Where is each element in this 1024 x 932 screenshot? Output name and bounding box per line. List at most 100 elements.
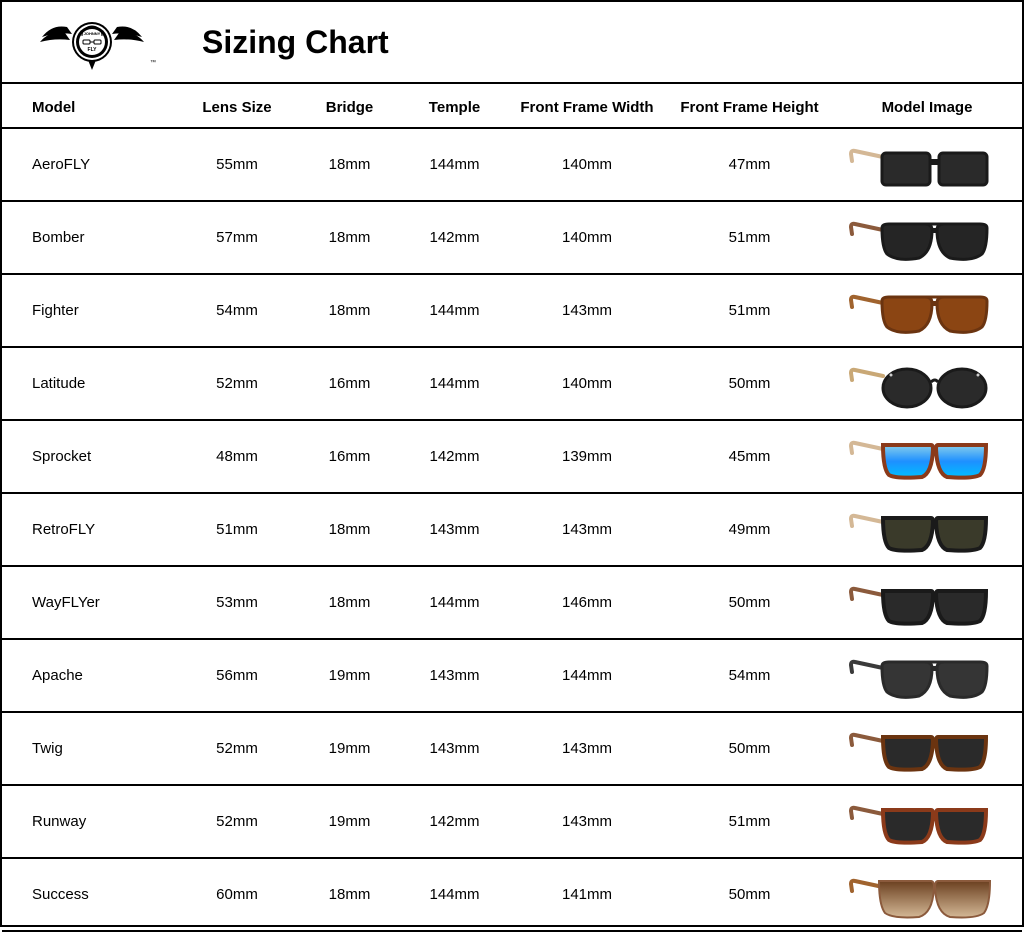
cell-temple: 144mm <box>402 347 507 420</box>
table-row: Success60mm18mm144mm141mm50mm <box>2 858 1022 931</box>
cell-front-frame-width: 143mm <box>507 712 667 785</box>
table-header-row: Model Lens Size Bridge Temple Front Fram… <box>2 84 1022 128</box>
table-row: WayFLYer53mm18mm144mm146mm50mm <box>2 566 1022 639</box>
table-row: Twig52mm19mm143mm143mm50mm <box>2 712 1022 785</box>
cell-lens-size: 56mm <box>177 639 297 712</box>
cell-bridge: 18mm <box>297 274 402 347</box>
cell-model-image <box>832 785 1022 858</box>
cell-temple: 144mm <box>402 274 507 347</box>
header: JOHNNY FLY ™ Sizing Chart <box>2 2 1022 84</box>
cell-model-image <box>832 128 1022 201</box>
cell-front-frame-height: 50mm <box>667 858 832 931</box>
cell-model: Success <box>2 858 177 931</box>
cell-front-frame-width: 141mm <box>507 858 667 931</box>
table-row: RetroFLY51mm18mm143mm143mm49mm <box>2 493 1022 566</box>
col-front-frame-height: Front Frame Height <box>667 84 832 128</box>
cell-bridge: 18mm <box>297 201 402 274</box>
cell-bridge: 18mm <box>297 858 402 931</box>
sunglasses-icon <box>836 644 1018 707</box>
svg-text:FLY: FLY <box>88 47 98 53</box>
cell-front-frame-height: 50mm <box>667 712 832 785</box>
sunglasses-icon <box>836 571 1018 634</box>
col-lens-size: Lens Size <box>177 84 297 128</box>
cell-temple: 142mm <box>402 420 507 493</box>
table-row: Sprocket48mm16mm142mm139mm45mm <box>2 420 1022 493</box>
cell-model: Sprocket <box>2 420 177 493</box>
cell-front-frame-width: 144mm <box>507 639 667 712</box>
cell-front-frame-height: 50mm <box>667 347 832 420</box>
cell-temple: 143mm <box>402 712 507 785</box>
sunglasses-icon <box>836 352 1018 415</box>
cell-temple: 144mm <box>402 566 507 639</box>
cell-bridge: 16mm <box>297 420 402 493</box>
cell-model-image <box>832 639 1022 712</box>
table-row: Latitude52mm16mm144mm140mm50mm <box>2 347 1022 420</box>
cell-bridge: 19mm <box>297 785 402 858</box>
cell-model-image <box>832 493 1022 566</box>
cell-front-frame-height: 51mm <box>667 201 832 274</box>
brand-logo: JOHNNY FLY ™ <box>22 10 162 75</box>
cell-front-frame-height: 51mm <box>667 785 832 858</box>
cell-front-frame-height: 51mm <box>667 274 832 347</box>
svg-text:JOHNNY: JOHNNY <box>84 31 101 36</box>
cell-front-frame-width: 143mm <box>507 785 667 858</box>
cell-model-image <box>832 201 1022 274</box>
cell-front-frame-width: 140mm <box>507 201 667 274</box>
cell-model: Latitude <box>2 347 177 420</box>
cell-bridge: 18mm <box>297 128 402 201</box>
cell-model: Apache <box>2 639 177 712</box>
cell-model: Fighter <box>2 274 177 347</box>
cell-lens-size: 55mm <box>177 128 297 201</box>
cell-model: WayFLYer <box>2 566 177 639</box>
cell-front-frame-width: 146mm <box>507 566 667 639</box>
sizing-table: Model Lens Size Bridge Temple Front Fram… <box>2 84 1022 932</box>
cell-front-frame-height: 49mm <box>667 493 832 566</box>
sizing-chart-container: JOHNNY FLY ™ Sizing Chart Model Lens Siz… <box>0 0 1024 927</box>
cell-bridge: 16mm <box>297 347 402 420</box>
cell-lens-size: 48mm <box>177 420 297 493</box>
col-bridge: Bridge <box>297 84 402 128</box>
svg-text:™: ™ <box>150 59 156 66</box>
cell-lens-size: 54mm <box>177 274 297 347</box>
cell-bridge: 19mm <box>297 639 402 712</box>
cell-model-image <box>832 566 1022 639</box>
sunglasses-icon <box>836 425 1018 488</box>
table-row: AeroFLY55mm18mm144mm140mm47mm <box>2 128 1022 201</box>
cell-model-image <box>832 712 1022 785</box>
sunglasses-icon <box>836 498 1018 561</box>
cell-model: Twig <box>2 712 177 785</box>
col-front-frame-width: Front Frame Width <box>507 84 667 128</box>
cell-lens-size: 53mm <box>177 566 297 639</box>
table-row: Apache56mm19mm143mm144mm54mm <box>2 639 1022 712</box>
cell-temple: 142mm <box>402 201 507 274</box>
cell-model-image <box>832 858 1022 931</box>
page-title: Sizing Chart <box>202 24 389 61</box>
cell-front-frame-width: 140mm <box>507 347 667 420</box>
cell-temple: 142mm <box>402 785 507 858</box>
cell-lens-size: 57mm <box>177 201 297 274</box>
cell-front-frame-height: 47mm <box>667 128 832 201</box>
cell-front-frame-width: 143mm <box>507 274 667 347</box>
cell-temple: 143mm <box>402 493 507 566</box>
sunglasses-icon <box>836 206 1018 269</box>
cell-temple: 144mm <box>402 128 507 201</box>
col-temple: Temple <box>402 84 507 128</box>
cell-bridge: 19mm <box>297 712 402 785</box>
cell-lens-size: 52mm <box>177 785 297 858</box>
sunglasses-icon <box>836 790 1018 853</box>
cell-bridge: 18mm <box>297 493 402 566</box>
sunglasses-icon <box>836 863 1018 926</box>
cell-model-image <box>832 274 1022 347</box>
col-model-image: Model Image <box>832 84 1022 128</box>
cell-lens-size: 60mm <box>177 858 297 931</box>
cell-model-image <box>832 420 1022 493</box>
sunglasses-icon <box>836 279 1018 342</box>
table-row: Fighter54mm18mm144mm143mm51mm <box>2 274 1022 347</box>
sunglasses-icon <box>836 717 1018 780</box>
cell-model: Runway <box>2 785 177 858</box>
cell-model: Bomber <box>2 201 177 274</box>
cell-bridge: 18mm <box>297 566 402 639</box>
table-row: Runway52mm19mm142mm143mm51mm <box>2 785 1022 858</box>
cell-temple: 143mm <box>402 639 507 712</box>
cell-lens-size: 52mm <box>177 712 297 785</box>
